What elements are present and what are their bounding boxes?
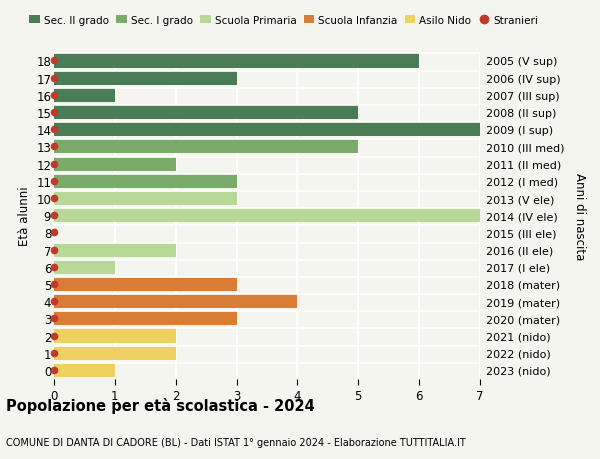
- Bar: [54, 191, 236, 206]
- Bar: [54, 260, 115, 274]
- Bar: [54, 174, 236, 189]
- Bar: [54, 277, 236, 291]
- Bar: [54, 363, 115, 377]
- Bar: [54, 312, 236, 326]
- Bar: [54, 72, 236, 85]
- Bar: [54, 89, 115, 103]
- Bar: [54, 243, 176, 257]
- Bar: [54, 346, 176, 360]
- Bar: [54, 54, 419, 68]
- Bar: [54, 123, 480, 137]
- Text: Popolazione per età scolastica - 2024: Popolazione per età scolastica - 2024: [6, 397, 315, 413]
- Y-axis label: Età alunni: Età alunni: [17, 186, 31, 246]
- Bar: [54, 157, 176, 171]
- Bar: [54, 106, 358, 120]
- Bar: [54, 140, 358, 154]
- Legend: Sec. II grado, Sec. I grado, Scuola Primaria, Scuola Infanzia, Asilo Nido, Stran: Sec. II grado, Sec. I grado, Scuola Prim…: [29, 16, 538, 26]
- Text: COMUNE DI DANTA DI CADORE (BL) - Dati ISTAT 1° gennaio 2024 - Elaborazione TUTTI: COMUNE DI DANTA DI CADORE (BL) - Dati IS…: [6, 437, 466, 448]
- Bar: [54, 295, 298, 308]
- Bar: [54, 209, 480, 223]
- Bar: [54, 329, 176, 343]
- Y-axis label: Anni di nascita: Anni di nascita: [573, 172, 586, 259]
